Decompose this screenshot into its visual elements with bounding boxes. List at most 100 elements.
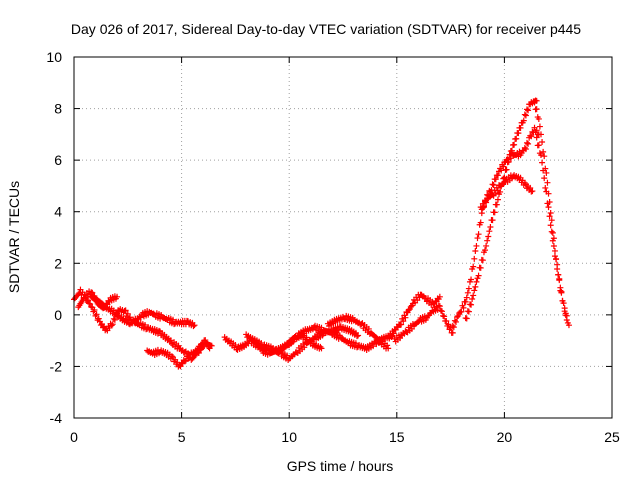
series-sat-track-m — [462, 97, 540, 322]
data-point — [463, 294, 470, 301]
data-point — [528, 133, 535, 140]
data-point — [535, 115, 542, 122]
data-point — [478, 206, 485, 213]
data-point — [529, 188, 536, 195]
data-point — [483, 199, 490, 206]
data-point — [398, 321, 405, 328]
data-point — [114, 293, 121, 300]
data-point — [187, 354, 194, 361]
data-point — [385, 345, 392, 352]
data-point — [108, 322, 115, 329]
y-axis-ticks: -4 -2 0 2 4 6 8 10 — [46, 49, 612, 426]
series-sat-track-c — [88, 293, 198, 330]
data-point — [358, 320, 365, 327]
data-point — [480, 202, 487, 209]
data-point — [503, 166, 510, 173]
data-point — [521, 111, 528, 118]
data-point — [560, 300, 567, 307]
data-point — [438, 308, 445, 315]
series-sat-track-g — [243, 323, 362, 363]
data-point — [450, 324, 457, 331]
data-point — [555, 271, 562, 278]
data-point — [544, 200, 551, 207]
data-point — [525, 140, 532, 147]
data-point — [458, 308, 465, 315]
y-tick-label: 10 — [46, 49, 62, 65]
data-point — [472, 247, 479, 254]
data-point — [93, 311, 100, 318]
data-point — [126, 314, 133, 321]
plot-frame — [73, 56, 613, 419]
data-point — [124, 310, 131, 317]
data-point — [517, 124, 524, 131]
data-point — [169, 316, 176, 323]
data-point — [533, 134, 540, 141]
data-point — [464, 289, 471, 296]
data-point — [492, 176, 499, 183]
data-point — [384, 342, 391, 349]
series-sat-track-p — [533, 134, 570, 324]
data-point — [508, 147, 515, 154]
y-tick-label: -4 — [50, 410, 63, 426]
data-point — [437, 307, 444, 314]
data-point — [318, 345, 325, 352]
data-point — [486, 228, 493, 235]
series-sat-track-b — [75, 288, 121, 311]
data-point — [109, 321, 116, 328]
data-point — [558, 288, 565, 295]
x-tick-label: 10 — [281, 429, 297, 445]
data-point — [352, 340, 359, 347]
data-point — [553, 255, 560, 262]
data-point — [475, 231, 482, 238]
data-point — [539, 159, 546, 166]
data-point — [443, 317, 450, 324]
data-point — [167, 337, 174, 344]
data-point — [473, 278, 480, 285]
data-point — [477, 219, 484, 226]
data-point — [533, 106, 540, 113]
data-point — [471, 287, 478, 294]
data-point — [557, 284, 564, 291]
data-point — [473, 242, 480, 249]
series-sat-track-j — [385, 291, 443, 342]
data-point — [489, 191, 496, 198]
series-sat-track-h — [277, 322, 396, 354]
data-point — [513, 135, 520, 142]
data-point — [472, 283, 479, 290]
data-point — [89, 289, 96, 296]
y-axis-label: SDTVAR / TECUs — [6, 181, 22, 293]
data-point — [436, 293, 443, 300]
data-point — [522, 112, 529, 119]
x-axis-label: GPS time / hours — [287, 458, 394, 474]
data-point — [190, 323, 197, 330]
data-point — [365, 325, 372, 332]
data-point — [541, 175, 548, 182]
data-point — [370, 343, 377, 350]
data-point — [400, 318, 407, 325]
data-point — [208, 342, 215, 349]
data-point — [98, 300, 105, 307]
data-point — [491, 209, 498, 216]
data-point — [402, 314, 409, 321]
y-tick-label: 0 — [54, 307, 62, 323]
data-point — [470, 263, 477, 270]
data-point — [547, 210, 554, 217]
data-point — [434, 306, 441, 313]
x-tick-label: 20 — [497, 429, 513, 445]
data-point — [353, 333, 360, 340]
data-point — [490, 181, 497, 188]
x-tick-label: 15 — [389, 429, 405, 445]
data-point — [75, 291, 82, 298]
data-point — [441, 313, 448, 320]
data-point — [527, 184, 534, 191]
data-point — [533, 127, 540, 134]
data-point — [122, 307, 129, 314]
data-point — [544, 179, 551, 186]
data-point — [258, 339, 265, 346]
series-sat-track-i — [324, 312, 392, 352]
y-tick-label: 2 — [54, 255, 62, 271]
data-point — [390, 330, 397, 337]
data-point — [565, 322, 572, 329]
data-point — [511, 141, 518, 148]
